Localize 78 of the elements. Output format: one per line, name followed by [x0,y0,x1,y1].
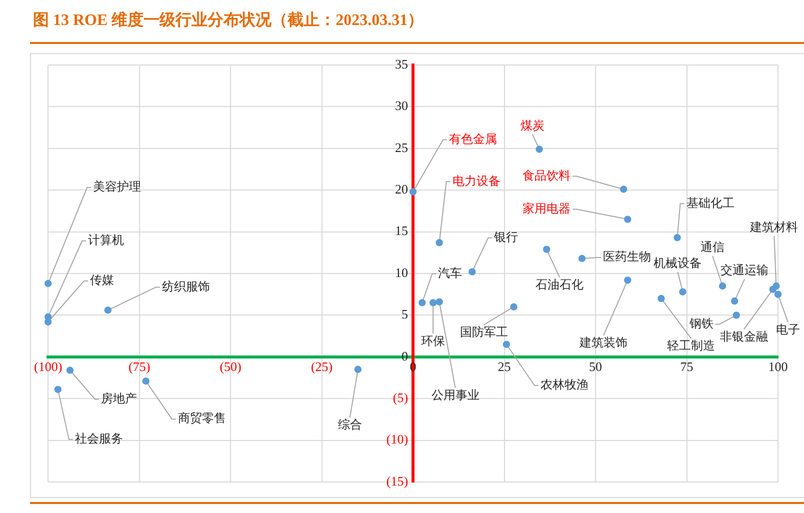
point [674,234,681,242]
point [436,239,443,246]
point [418,299,426,306]
annotation: 有色金属 [449,132,498,146]
annotation: 轻工制造 [667,338,716,353]
x-tick-label: (25) [310,359,333,374]
point [142,377,150,385]
point [624,276,632,284]
annotation: 通信 [700,240,725,254]
annotation: 农林牧渔 [540,378,588,392]
y-tick-label: 35 [395,56,408,72]
point [774,290,782,298]
point [732,312,740,319]
y-tick-label: 25 [395,140,408,155]
point [44,280,52,288]
y-tick-label: 20 [395,182,408,197]
point [658,294,665,302]
x-tick-label: (100) [34,359,62,374]
annotation: 电力设备 [452,174,500,188]
annotation: 国防军工 [460,325,508,340]
annotation: 基础化工 [686,196,734,210]
point [436,298,443,306]
annotation: 传媒 [90,273,114,288]
point [718,282,726,290]
point [772,282,780,290]
point [510,303,518,310]
chart-title: 图 13 ROE 维度一级行业分布状况（截止：2023.03.31） [33,11,424,31]
annotation: 公用事业 [431,388,480,402]
annotation: 商贸零售 [178,411,226,426]
annotation: 食品饮料 [522,168,571,182]
y-tick-label: 5 [402,306,408,322]
point [578,254,586,262]
annotation: 煤炭 [520,118,544,132]
y-tick-label: (10) [386,432,408,447]
point [730,297,738,305]
point [354,366,362,374]
x-tick-label: 100 [768,359,788,374]
y-tick-label: 30 [395,98,408,114]
annotation: 电子 [776,322,800,337]
point [679,288,686,296]
x-tick-label: (75) [128,359,150,374]
point [409,188,417,196]
y-tick-label: 15 [395,223,408,238]
annotation: 美容护理 [93,180,142,194]
annotation: 家用电器 [522,201,571,216]
point [620,186,628,193]
point [66,366,74,374]
y-tick-label: (15) [386,473,408,488]
x-tick-label: 50 [589,359,602,374]
annotation: 建筑材料 [749,220,798,234]
annotation: 房地产 [100,391,137,406]
annotation: 纺织服饰 [162,279,210,294]
x-tick-label: 75 [680,359,694,374]
annotation: 医药生物 [603,250,652,264]
point [104,306,112,314]
point [468,268,476,276]
annotation: 汽车 [438,266,462,280]
point [543,246,550,253]
y-tick-label: 10 [395,264,408,280]
annotation: 综合 [338,418,362,432]
point [536,146,543,153]
point [502,340,510,348]
annotation: 石油石化 [536,277,584,292]
annotation: 建筑装饰 [578,335,628,350]
x-tick-label: 25 [498,359,511,374]
point [430,299,437,306]
annotation: 非银金融 [720,330,768,344]
x-tick-label: (50) [220,359,242,374]
annotation: 环保 [421,334,446,348]
annotation: 交通运输 [720,263,769,278]
annotation: 银行 [493,230,518,244]
annotation: 机械设备 [654,256,702,270]
point [54,386,62,394]
annotation: 社会服务 [74,432,123,446]
point [624,216,632,223]
annotation: 钢铁 [688,316,714,330]
y-tick-label: (5) [392,390,408,406]
annotation: 计算机 [88,233,124,248]
